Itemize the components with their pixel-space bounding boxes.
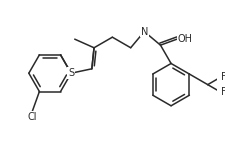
Text: Cl: Cl — [27, 112, 37, 122]
Text: OH: OH — [177, 34, 192, 44]
Text: S: S — [68, 68, 74, 78]
Text: F: F — [220, 87, 225, 97]
Text: F: F — [220, 72, 225, 82]
Text: N: N — [141, 26, 148, 37]
